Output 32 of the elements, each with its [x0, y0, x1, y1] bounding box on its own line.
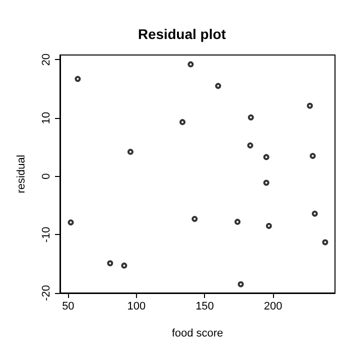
point [74, 76, 81, 82]
point [312, 210, 318, 217]
point [248, 114, 254, 120]
point [121, 262, 128, 269]
point [188, 61, 194, 68]
point [234, 218, 241, 225]
y-tick-label: 0 [40, 173, 52, 180]
x-tick-label: 150 [196, 300, 214, 312]
point [247, 142, 254, 148]
point [107, 260, 114, 266]
point [263, 180, 270, 186]
y-tick-label: -20 [40, 285, 52, 301]
point [310, 152, 316, 159]
point [179, 119, 186, 126]
x-tick-label: 200 [264, 300, 282, 312]
y-axis-title: residual [16, 154, 28, 194]
point [127, 148, 134, 155]
point [68, 219, 74, 226]
y-tick-label: 10 [40, 112, 52, 124]
y-tick-label: -10 [40, 226, 52, 243]
x-tick-label: 100 [127, 300, 146, 312]
point [263, 154, 270, 160]
point [238, 281, 244, 288]
point [215, 82, 222, 89]
x-axis-title: food score [172, 328, 224, 340]
point [306, 102, 313, 109]
x-tick-label: 50 [62, 300, 74, 312]
point [192, 216, 198, 222]
y-tick-label: 20 [40, 54, 52, 66]
point [322, 239, 328, 246]
chart-title: Residual plot [138, 26, 226, 42]
point [266, 222, 272, 229]
